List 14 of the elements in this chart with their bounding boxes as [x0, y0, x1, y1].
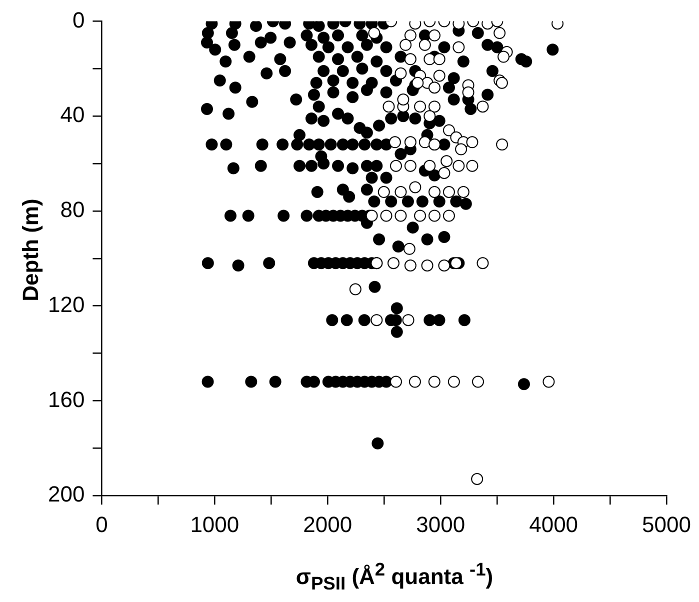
x-tick-label: 3000 [416, 512, 466, 537]
y-tick-label: 120 [48, 292, 85, 317]
x-tick-label: 5000 [642, 512, 692, 537]
y-tick-label: 160 [48, 386, 85, 412]
x-tick-label: 1000 [190, 512, 240, 537]
x-tick-label: 4000 [529, 512, 578, 537]
x-tick-label: 2000 [303, 512, 352, 537]
y-tick-label: 80 [60, 197, 85, 222]
x-axis-title: σ$_{PSII}$ (Å$^{2}$ quanta $^{-1}$) [296, 558, 494, 593]
y-tick-label: 0 [72, 7, 85, 32]
y-tick-label: 200 [48, 482, 85, 507]
y-axis-title: Depth (m) [18, 198, 43, 302]
x-tick-label: 0 [96, 512, 108, 537]
y-tick-label: 40 [60, 102, 85, 128]
